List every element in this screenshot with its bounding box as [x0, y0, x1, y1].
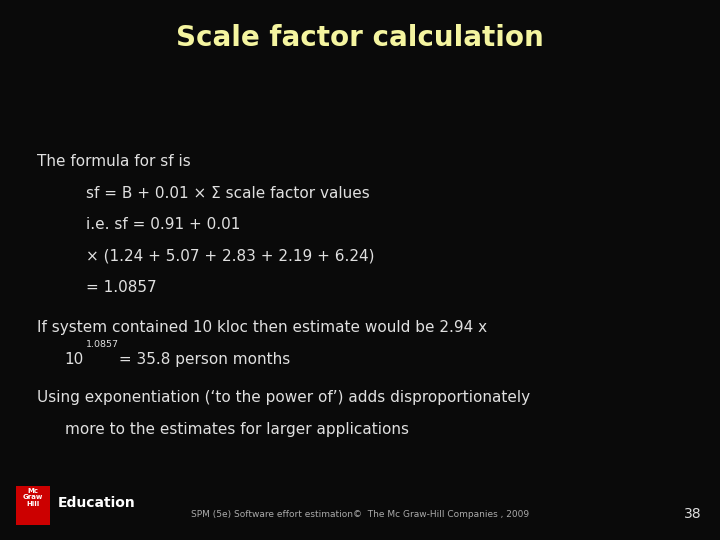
Text: 1.0857: 1.0857	[86, 340, 120, 349]
Text: = 35.8 person months: = 35.8 person months	[114, 352, 290, 367]
Text: The formula for sf is: The formula for sf is	[37, 154, 192, 169]
Text: more to the estimates for larger applications: more to the estimates for larger applica…	[65, 422, 409, 437]
Text: Scale factor calculation: Scale factor calculation	[176, 24, 544, 52]
Text: Using exponentiation (‘to the power of’) adds disproportionately: Using exponentiation (‘to the power of’)…	[37, 390, 531, 405]
Text: 38: 38	[685, 507, 702, 521]
Text: i.e. sf = 0.91 + 0.01: i.e. sf = 0.91 + 0.01	[86, 217, 240, 232]
Text: × (1.24 + 5.07 + 2.83 + 2.19 + 6.24): × (1.24 + 5.07 + 2.83 + 2.19 + 6.24)	[86, 248, 375, 264]
Text: If system contained 10 kloc then estimate would be 2.94 x: If system contained 10 kloc then estimat…	[37, 320, 487, 335]
Text: 10: 10	[65, 352, 84, 367]
FancyBboxPatch shape	[16, 486, 50, 525]
Text: SPM (5e) Software effort estimation©  The Mc Graw-Hill Companies , 2009: SPM (5e) Software effort estimation© The…	[191, 510, 529, 518]
Text: sf = B + 0.01 × Σ scale factor values: sf = B + 0.01 × Σ scale factor values	[86, 186, 370, 201]
Text: Mc
Graw
Hill: Mc Graw Hill	[23, 488, 43, 507]
Text: = 1.0857: = 1.0857	[86, 280, 157, 295]
Text: Education: Education	[58, 496, 135, 510]
